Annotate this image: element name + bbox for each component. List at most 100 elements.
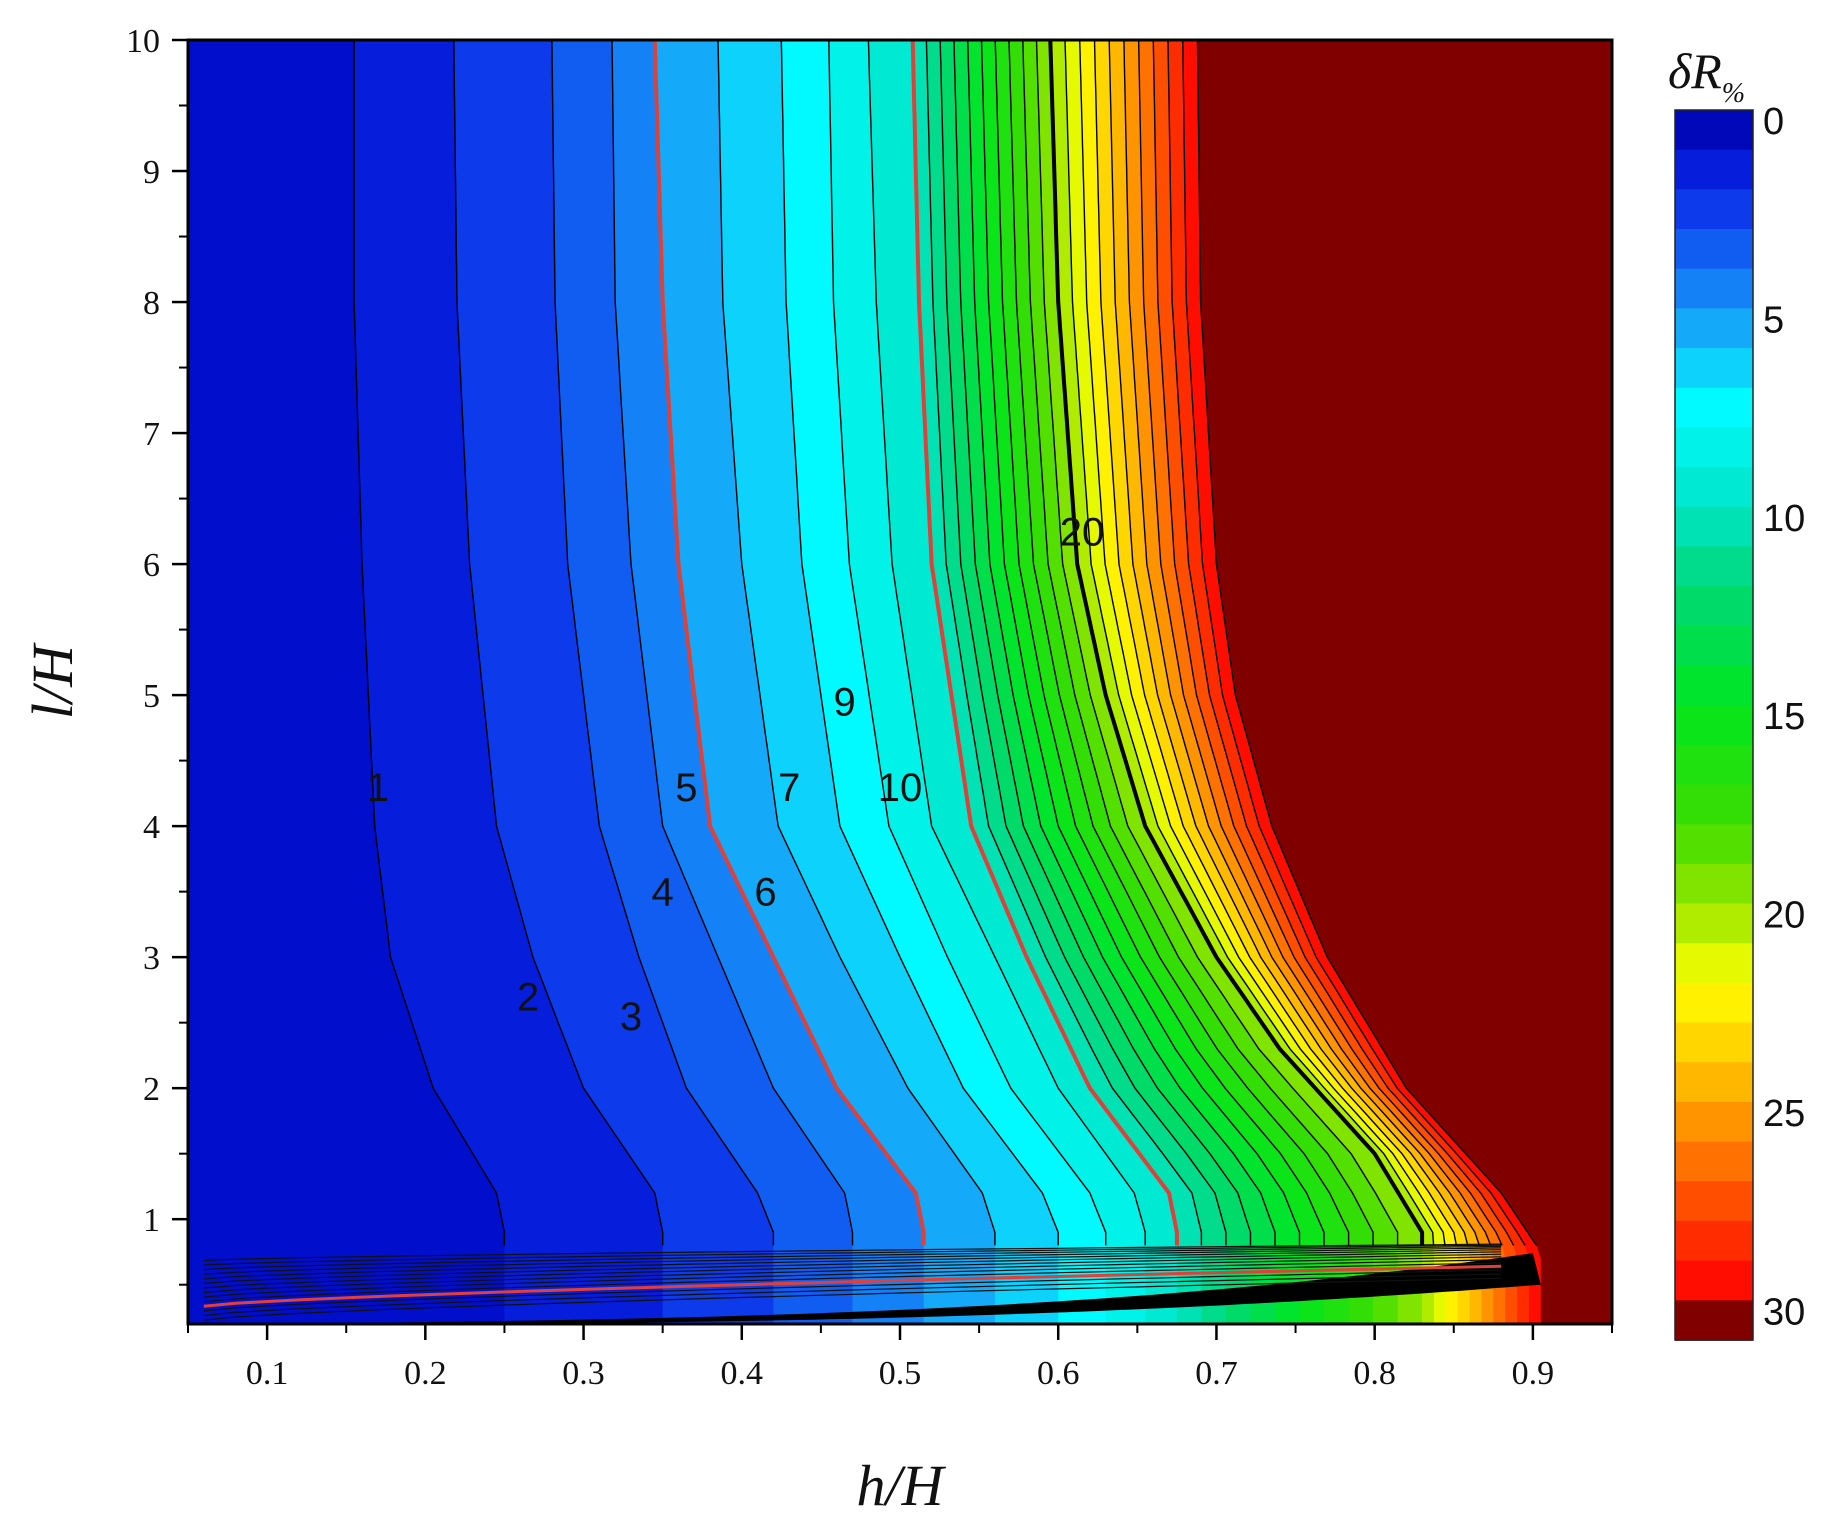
lower-contour-line-8 [203,1251,1502,1284]
colorbar-swatch-17 [1675,784,1753,825]
colorbar-swatch-27 [1675,1181,1753,1222]
colorbar-swatch-15 [1675,705,1753,746]
colorbar-tick-label-5: 5 [1763,299,1784,341]
contour-line-21 [1064,40,1435,1246]
contour-label-7: 7 [778,766,800,810]
colorbar-title-main: δR [1668,43,1722,99]
contour-plot-area: 1 2 3 4 5 6 79 10 20 [188,40,1612,1324]
contour-label-20: 20 [1060,510,1105,554]
colorbar-tick-label-25: 25 [1763,1093,1805,1135]
colorbar-swatch-11 [1675,546,1753,587]
contour-line-12 [939,40,1227,1246]
colorbar-swatch-23 [1675,1022,1753,1064]
colorbar-swatch-18 [1675,824,1753,865]
y-tick-label-5: 5 [143,678,160,715]
colorbar-swatch-24 [1675,1062,1753,1103]
lower-contour-line-5 [203,1259,1502,1298]
colorbar-tick-label-0: 0 [1763,101,1784,143]
near-zero-singular-region [251,1253,1541,1324]
colorbar-swatch-19 [1675,863,1753,905]
colorbar-swatch-22 [1675,982,1753,1024]
contour-line-24 [1108,40,1469,1246]
contour-line-17 [1008,40,1350,1246]
contour-line-4 [611,40,854,1246]
contour-label-2: 2 [517,975,539,1019]
colorbar-tick-label-30: 30 [1763,1291,1805,1333]
contour-line-14 [967,40,1276,1246]
colorbar-swatch-7 [1675,387,1753,429]
y-axis-title: l/H [20,642,85,719]
contour-line-23 [1093,40,1458,1246]
colorbar-swatch-29 [1675,1260,1753,1302]
contour-line-1 [353,40,506,1246]
contour-label-3: 3 [620,995,642,1039]
colorbar-swatch-28 [1675,1220,1753,1262]
contour-labels: 1 2 3 4 5 6 79 10 20 [367,510,1104,1039]
lower-contour-line-7 [203,1253,1502,1289]
colorbar: 0 5 10 15 20 25 30 [1674,101,1805,1341]
lower-contour-line-2 [203,1269,1502,1312]
contour-label-9: 9 [833,681,855,725]
x-tick-label-0.3: 0.3 [562,1355,605,1392]
contour-line-6 [717,40,996,1246]
lower-contour-line-6 [203,1256,1502,1294]
contour-line-11 [925,40,1203,1246]
x-tick-label-0.7: 0.7 [1195,1355,1238,1392]
lower-contour-line-11 [203,1245,1502,1271]
colorbar-swatch-20 [1675,903,1753,945]
colorbar-swatch-6 [1675,348,1753,389]
contour-line-28 [1167,40,1515,1246]
contour-label-6: 6 [754,871,776,915]
colorbar-swatch-5 [1675,308,1753,349]
contour-line-13 [953,40,1252,1246]
y-tick-label-9: 9 [143,154,160,191]
y-tick-label-4: 4 [143,809,160,846]
contour-line-2 [453,40,664,1246]
x-axis-title: h/H [857,1453,947,1518]
contour-line-5 [652,40,926,1246]
y-axis: 1 2 3 4 5 6 7 8 9 10 [126,23,188,1286]
x-axis: 0.1 0.2 0.3 0.4 0.5 0.6 0.7 0.8 0.9 [187,1324,1613,1392]
filled-contour-bands [354,40,1612,1324]
lower-contour-line-0 [203,1277,1502,1321]
contour-line-19 [1035,40,1399,1246]
x-tick-label-0.8: 0.8 [1353,1355,1396,1392]
colorbar-swatch-2 [1675,189,1753,230]
colorbar-frame [1674,109,1754,1341]
contour-label-4: 4 [652,871,674,915]
contour-line-29 [1182,40,1526,1246]
contour-line-7 [780,40,1059,1246]
x-tick-label-0.5: 0.5 [879,1355,922,1392]
lower-contour-line-9 [203,1249,1502,1280]
y-tick-label-6: 6 [143,547,160,584]
contour-line-27 [1152,40,1503,1246]
colorbar-swatch-25 [1675,1101,1753,1143]
colorbar-tick-label-20: 20 [1763,895,1805,937]
colorbar-title-subscript: % [1722,78,1745,109]
lower-contour-line-4 [203,1262,1502,1303]
x-tick-label-0.2: 0.2 [404,1355,447,1392]
contour-line-30 [1196,40,1537,1246]
x-tick-label-0.1: 0.1 [246,1355,289,1392]
contour-line-18 [1022,40,1374,1246]
colorbar-swatch-3 [1675,229,1753,270]
lower-contour-line-10 [203,1247,1502,1275]
y-tick-label-8: 8 [143,285,160,322]
lower-contour-line-1 [203,1273,1502,1317]
colorbar-swatch-10 [1675,506,1753,548]
y-tick-label-2: 2 [143,1071,160,1108]
contour-label-5: 5 [675,766,697,810]
contour-line-10 [910,40,1179,1246]
colorbar-swatch-8 [1675,427,1753,468]
lower-contour-line-3 [203,1264,1502,1308]
contour-label-10: 10 [878,766,923,810]
colorbar-swatch-14 [1675,665,1753,706]
lower-contour-line-13 [203,1243,1502,1262]
colorbar-swatch-4 [1675,268,1753,310]
colorbar-tick-label-15: 15 [1763,696,1805,738]
contour-line-26 [1137,40,1492,1246]
colorbar-swatch-1 [1675,149,1753,191]
contour-line-22 [1079,40,1446,1246]
colorbar-swatch-9 [1675,467,1753,508]
